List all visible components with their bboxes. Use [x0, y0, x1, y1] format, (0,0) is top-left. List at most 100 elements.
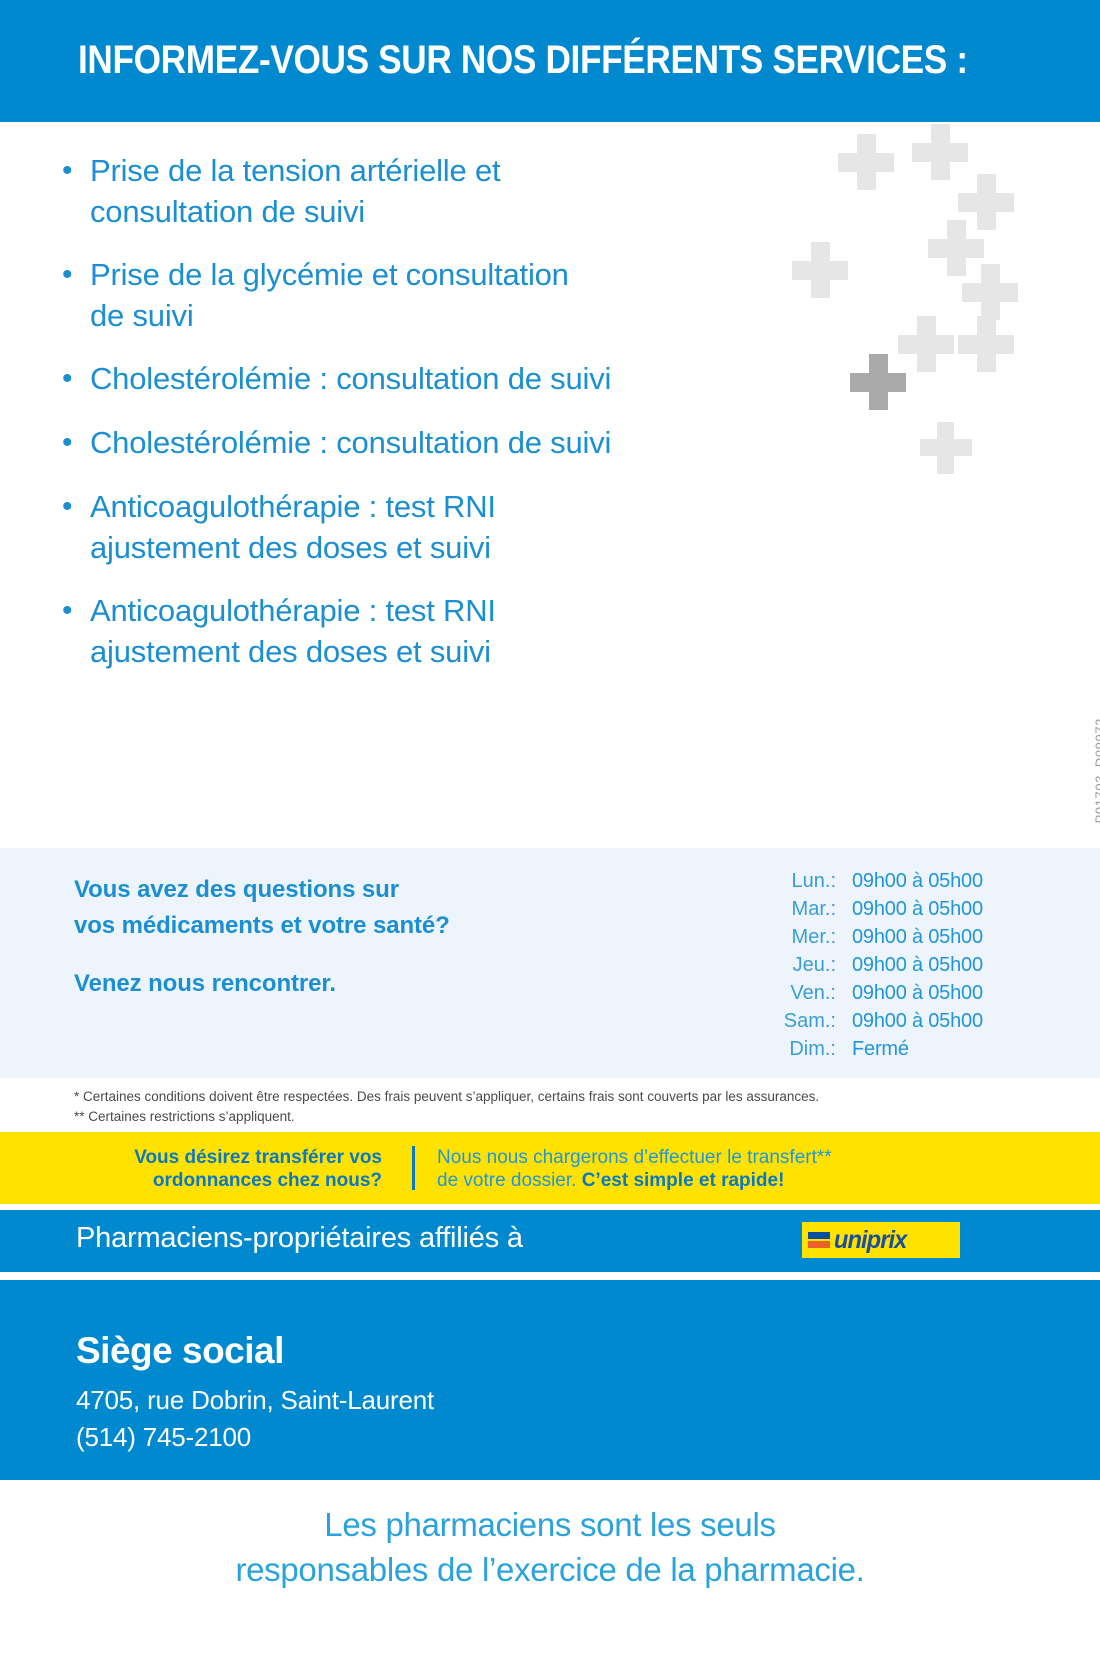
service-item: • Anticoagulothérapie : test RNI ajustemen… [62, 590, 762, 672]
service-item: • Cholestérolémie : consultation de suivi [62, 422, 762, 464]
hours-time-value: 09h00 à 05h00 [852, 898, 983, 920]
uniprix-wordmark: uniprix [833, 1225, 907, 1254]
service-item-line: ajustement des doses et suivi [90, 530, 491, 565]
questions-line-2: vos médicaments et votre santé? [74, 912, 450, 939]
document-code: P01703_D09972 [1092, 718, 1100, 824]
plus-cross-bar-vertical [917, 316, 936, 372]
uniprix-logo: uniprix [802, 1222, 960, 1258]
plus-cross-bar-vertical [981, 264, 1000, 320]
service-item-line: ajustement des doses et suivi [90, 634, 491, 669]
head-office-details: 4705, rue Dobrin, Saint-Laurent (514) 74… [76, 1382, 434, 1456]
transfer-answer: Nous nous chargerons d’effectuer le tran… [437, 1146, 832, 1192]
bullet-dot-icon: • [62, 426, 73, 459]
service-item-line: consultation de suivi [90, 194, 365, 229]
hours-row: Mar.: 09h00 à 05h00 [770, 898, 1030, 926]
plus-cross-icon [850, 354, 906, 410]
plus-cross-icon [962, 264, 1018, 320]
plus-cross-icon [920, 422, 972, 474]
hours-time-value: 09h00 à 05h00 [852, 926, 983, 948]
questions-spacer [74, 944, 450, 966]
service-item-line: de suivi [90, 298, 194, 333]
service-item-line: Prise de la tension artérielle et [90, 153, 501, 188]
bullet-dot-icon: • [62, 490, 73, 523]
hours-row: Sam.: 09h00 à 05h00 [770, 1010, 1030, 1038]
disclaimer-line-2: responsables de l’exercice de la pharmac… [235, 1551, 865, 1588]
service-item-line: Cholestérolémie : consultation de suivi [90, 425, 612, 460]
footnotes: * Certaines conditions doivent être resp… [74, 1087, 819, 1127]
hours-time-value: 09h00 à 05h00 [852, 870, 983, 892]
hours-time-value: 09h00 à 05h00 [852, 954, 983, 976]
transfer-answer-line-2: de votre dossier. C’est simple et rapide… [437, 1169, 832, 1192]
questions-line-1: Vous avez des questions sur [74, 876, 399, 903]
service-item-line: Anticoagulothérapie : test RNI [90, 489, 496, 524]
hours-day-label: Mer.: [791, 926, 836, 948]
plus-cross-icon [928, 220, 984, 276]
plus-cross-icon [898, 316, 954, 372]
info-panel: Vous avez des questions sur vos médicame… [0, 848, 1100, 1078]
head-office-address: 4705, rue Dobrin, Saint-Laurent [76, 1385, 435, 1415]
transfer-answer-bold: C’est simple et rapide! [581, 1170, 785, 1191]
head-office-phone: (514) 745-2100 [76, 1422, 251, 1452]
service-item-label: Prise de la tension artérielle et consult… [90, 150, 501, 232]
service-item-line: Prise de la glycémie et consultation [90, 257, 569, 292]
plus-cross-icon [958, 316, 1014, 372]
disclaimer-line-1: Les pharmaciens sont les seuls [324, 1506, 776, 1543]
footnote-line-2: ** Certaines restrictions s’appliquent. [74, 1109, 295, 1124]
service-item: • Prise de la tension artérielle et consul… [62, 150, 762, 232]
plus-cross-bar-vertical [869, 354, 888, 410]
bullet-dot-icon: • [62, 362, 73, 395]
strip-divider [0, 1272, 1100, 1280]
service-item-line: Anticoagulothérapie : test RNI [90, 593, 496, 628]
questions-block: Vous avez des questions sur vos médicame… [74, 872, 450, 1002]
plus-cross-bar-vertical [977, 316, 996, 372]
plus-cross-bar-vertical [811, 242, 830, 298]
service-item-label: Anticoagulothérapie : test RNI ajustement… [90, 486, 496, 568]
hours-time-value: 09h00 à 05h00 [852, 1010, 983, 1032]
bullet-dot-icon: • [62, 258, 73, 291]
hours-row: Lun.: 09h00 à 05h00 [770, 870, 1030, 898]
invitation-text: Venez nous rencontrer. [74, 970, 336, 997]
affiliation-strip: Pharmaciens-propriétaires affiliés à uni… [0, 1210, 1100, 1272]
service-item-label: Anticoagulothérapie : test RNI ajustement… [90, 590, 496, 672]
hours-row: Ven.: 09h00 à 05h00 [770, 982, 1030, 1010]
service-item-label: Cholestérolémie : consultation de suivi [90, 422, 611, 463]
transfer-prompt: Vous désirez transférer vos ordonnances … [0, 1146, 400, 1192]
uniprix-mark-bar-blue [808, 1232, 830, 1239]
transfer-prompt-line-2: ordonnances chez nous? [152, 1170, 382, 1191]
hours-day-label: Ven.: [790, 982, 836, 1004]
page-title: INFORMEZ-VOUS SUR NOS DIFFÉRENTS SERVICE… [78, 38, 968, 82]
plus-cross-icon [958, 174, 1014, 230]
hours-day-label: Sam.: [783, 1010, 836, 1032]
plus-cross-bar-vertical [977, 174, 996, 230]
hours-day-label: Mar.: [791, 898, 836, 920]
uniprix-mark-bar-orange [808, 1241, 830, 1248]
transfer-banner: Vous désirez transférer vos ordonnances … [0, 1132, 1100, 1204]
bullet-dot-icon: • [62, 594, 73, 627]
header-banner: INFORMEZ-VOUS SUR NOS DIFFÉRENTS SERVICE… [0, 0, 1100, 122]
service-item: • Cholestérolémie : consultation de suivi [62, 358, 762, 400]
opening-hours-table: Lun.: 09h00 à 05h00 Mar.: 09h00 à 05h00 Mer.… [770, 870, 1030, 1066]
head-office-title: Siège social [76, 1330, 284, 1371]
transfer-answer-normal: de votre dossier. [437, 1170, 582, 1191]
hours-row: Dim.: Fermé [770, 1038, 1030, 1066]
service-item: • Anticoagulothérapie : test RNI ajustemen… [62, 486, 762, 568]
service-item-label: Prise de la glycémie et consultation de s… [90, 254, 569, 336]
bullet-dot-icon: • [62, 154, 73, 187]
plus-cross-icon [912, 124, 968, 180]
uniprix-mark-icon [808, 1229, 830, 1251]
service-item-label: Cholestérolémie : consultation de suivi [90, 358, 611, 399]
plus-cross-bar-vertical [931, 124, 950, 180]
hours-day-label: Jeu.: [792, 954, 836, 976]
plus-cross-bar-vertical [857, 134, 876, 190]
service-item: • Prise de la glycémie et consultation de … [62, 254, 762, 336]
bottom-disclaimer: Les pharmaciens sont les seuls responsab… [0, 1480, 1100, 1680]
affiliation-text: Pharmaciens-propriétaires affiliés à [76, 1222, 523, 1254]
plus-cross-icon [792, 242, 848, 298]
plus-cross-bar-vertical [947, 220, 966, 276]
head-office-block: Siège social 4705, rue Dobrin, Saint-Lau… [0, 1280, 1100, 1480]
service-item-line: Cholestérolémie : consultation de suivi [90, 361, 612, 396]
hours-time-value: 09h00 à 05h00 [852, 982, 983, 1004]
transfer-prompt-line-1: Vous désirez transférer vos [134, 1147, 382, 1168]
hours-row: Mer.: 09h00 à 05h00 [770, 926, 1030, 954]
